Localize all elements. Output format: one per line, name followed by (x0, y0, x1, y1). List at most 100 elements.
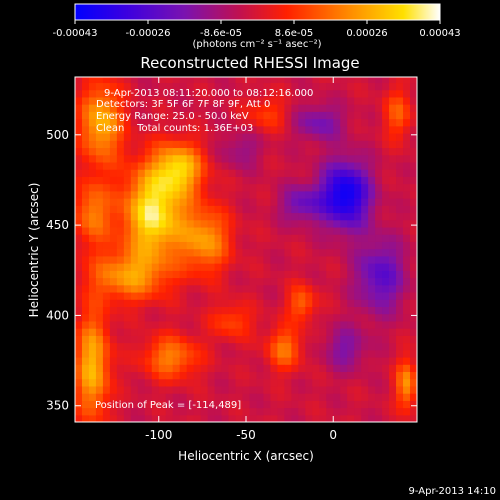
heatmap-cell (81, 364, 90, 373)
heatmap-cell (137, 147, 146, 156)
heatmap-cell (361, 320, 369, 329)
heatmap-cell (403, 89, 411, 98)
heatmap-cell (102, 342, 111, 351)
heatmap-cell (368, 378, 376, 387)
heatmap-cell (144, 147, 153, 156)
heatmap-cell (123, 190, 132, 199)
heatmap-cell (130, 364, 139, 373)
heatmap-cell (354, 356, 362, 365)
heatmap-cell (102, 313, 111, 322)
heatmap-cell (333, 313, 341, 322)
heatmap-cell (137, 190, 146, 199)
heatmap-cell (340, 378, 348, 387)
heatmap-cell (368, 234, 376, 242)
heatmap-cell (305, 291, 313, 300)
heatmap-cell (130, 82, 139, 91)
heatmap-cell (81, 111, 90, 120)
heatmap-cell (396, 414, 404, 422)
heatmap-cell (277, 154, 285, 163)
heatmap-cell (123, 205, 132, 214)
heatmap-cell (144, 335, 153, 344)
heatmap-cell (235, 393, 244, 401)
heatmap-cell (75, 335, 83, 344)
heatmap-cell (123, 111, 132, 120)
heatmap-cell (242, 320, 251, 329)
heatmap-cell (249, 104, 258, 112)
heatmap-cell (102, 169, 111, 177)
heatmap-cell (277, 161, 285, 170)
heatmap-cell (284, 118, 292, 127)
heatmap-cell (158, 169, 167, 177)
heatmap-cell (75, 241, 83, 250)
heatmap-cell (221, 328, 230, 336)
heatmap-cell (319, 147, 327, 156)
heatmap-cell (123, 371, 132, 380)
heatmap-cell (326, 335, 334, 344)
heatmap-cell (95, 205, 104, 214)
heatmap-cell (277, 328, 285, 336)
heatmap-cell (284, 190, 292, 199)
heatmap-cell (375, 96, 383, 105)
heatmap-cell (214, 407, 223, 416)
heatmap-cell (277, 335, 285, 344)
heatmap-cell (228, 89, 237, 98)
heatmap-cell (137, 393, 146, 401)
heatmap-cell (291, 241, 299, 250)
x-tick-label: -100 (145, 428, 172, 442)
heatmap-cell (123, 284, 132, 293)
heatmap-cell (221, 154, 230, 163)
heatmap-cell (249, 89, 258, 98)
heatmap-cell (270, 255, 279, 264)
heatmap-cell (375, 190, 383, 199)
heatmap-cell (396, 111, 404, 120)
heatmap-cell (326, 400, 334, 409)
heatmap-cell (298, 277, 306, 286)
heatmap-cell (291, 176, 299, 185)
heatmap-cell (193, 349, 202, 358)
heatmap-cell (193, 414, 202, 422)
heatmap-cell (347, 154, 355, 163)
heatmap-cell (312, 277, 320, 286)
heatmap-cell (396, 299, 404, 307)
heatmap-cell (326, 190, 334, 199)
heatmap-cell (256, 263, 265, 271)
heatmap-cell (137, 154, 146, 163)
heatmap-cell (347, 77, 355, 84)
heatmap-cell (291, 270, 299, 279)
heatmap-cell (410, 118, 417, 127)
heatmap-cell (179, 306, 188, 315)
heatmap-cell (95, 111, 104, 120)
heatmap-cell (81, 400, 90, 409)
heatmap-cell (214, 219, 223, 228)
heatmap-cell (186, 118, 195, 127)
heatmap-cell (277, 270, 285, 279)
heatmap-cell (256, 342, 265, 351)
y-tick-label: 500 (46, 128, 69, 142)
heatmap-cell (312, 161, 320, 170)
heatmap-cell (137, 313, 146, 322)
heatmap-cell (158, 132, 167, 141)
heatmap-cell (333, 140, 341, 149)
heatmap-cell (389, 176, 397, 185)
heatmap-cell (81, 385, 90, 394)
heatmap-cell (263, 140, 272, 149)
heatmap-cell (151, 226, 160, 235)
heatmap-cell (354, 335, 362, 344)
heatmap-cell (235, 89, 244, 98)
heatmap-cell (116, 205, 125, 214)
heatmap-cell (193, 205, 202, 214)
heatmap-cell (158, 161, 167, 170)
heatmap-cell (75, 385, 83, 394)
heatmap-cell (403, 407, 411, 416)
heatmap-cell (361, 328, 369, 336)
heatmap-cell (354, 183, 362, 192)
heatmap-cell (256, 349, 265, 358)
heatmap-cell (340, 263, 348, 271)
heatmap-cell (263, 147, 272, 156)
heatmap-cell (298, 255, 306, 264)
heatmap-cell (172, 284, 181, 293)
heatmap-cell (228, 132, 237, 141)
heatmap-cell (249, 364, 258, 373)
heatmap-cell (340, 241, 348, 250)
heatmap-cell (340, 169, 348, 177)
